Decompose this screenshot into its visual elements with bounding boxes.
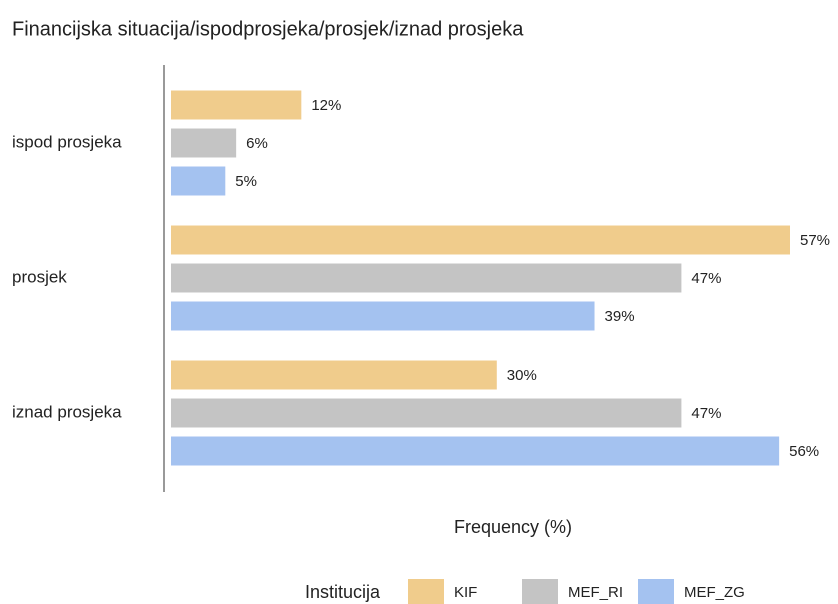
- value-label: 30%: [507, 367, 537, 384]
- chart-title: Financijska situacija/ispodprosjeka/pros…: [12, 18, 524, 40]
- legend-title: Institucija: [305, 582, 381, 602]
- bar: [171, 436, 780, 466]
- y-tick-label: prosjek: [12, 267, 67, 286]
- y-tick-label: iznad prosjeka: [12, 402, 122, 421]
- value-label: 56%: [789, 443, 819, 460]
- bar: [171, 90, 302, 120]
- value-label: 12%: [311, 97, 341, 114]
- bar: [171, 166, 226, 196]
- legend-swatch: [638, 579, 674, 604]
- value-label: 47%: [691, 270, 721, 287]
- bar: [171, 398, 682, 428]
- y-tick-label: ispod prosjeka: [12, 132, 122, 151]
- legend-label: MEF_RI: [568, 584, 623, 601]
- bar: [171, 128, 237, 158]
- legend-swatch: [408, 579, 444, 604]
- legend-label: MEF_ZG: [684, 584, 745, 601]
- x-axis-title: Frequency (%): [454, 517, 572, 537]
- bar: [171, 263, 682, 293]
- value-label: 57%: [800, 232, 830, 249]
- bar: [171, 225, 790, 255]
- value-label: 6%: [246, 135, 268, 152]
- bar: [171, 301, 595, 331]
- legend-label: KIF: [454, 584, 477, 601]
- value-label: 47%: [691, 405, 721, 422]
- legend-swatch: [522, 579, 558, 604]
- bar: [171, 360, 497, 390]
- value-label: 5%: [235, 173, 257, 190]
- value-label: 39%: [605, 308, 635, 325]
